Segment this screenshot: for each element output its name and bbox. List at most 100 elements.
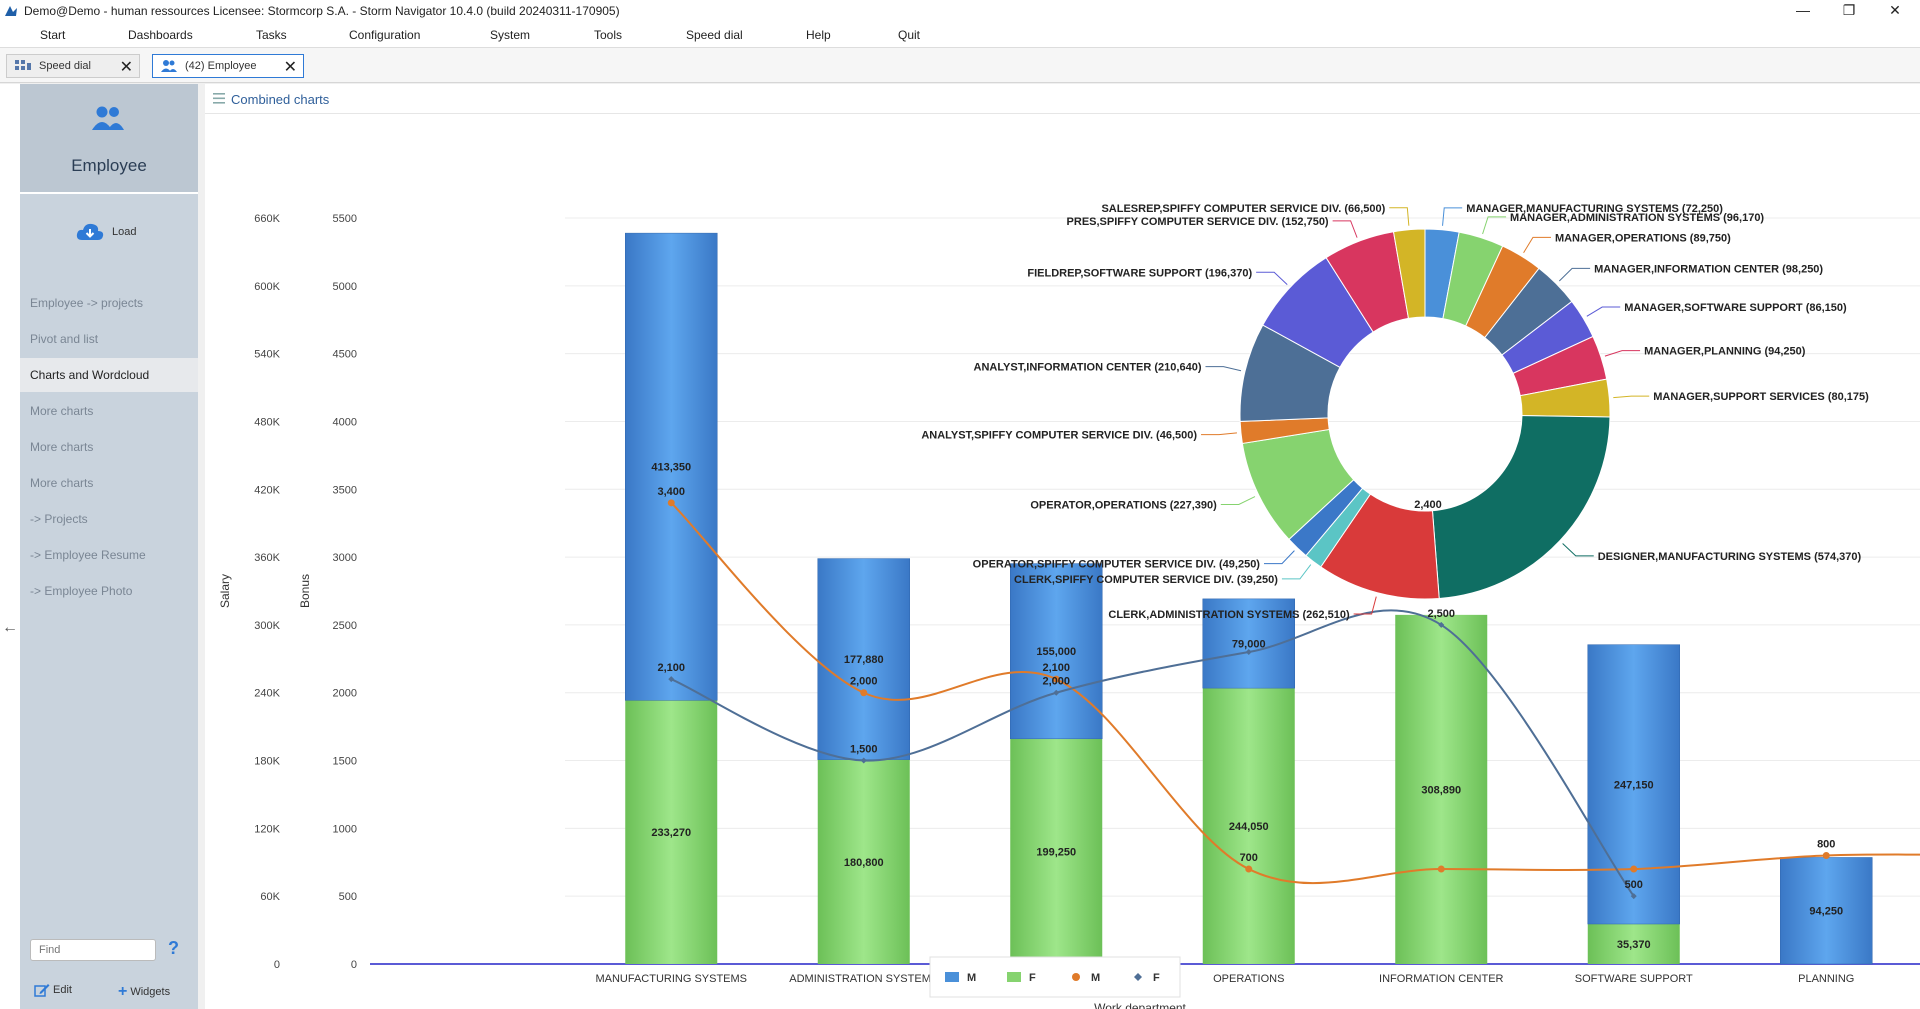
tab-employee[interactable]: (42) Employee ✕	[152, 54, 304, 78]
minimize-button[interactable]: —	[1796, 2, 1810, 18]
bar-f-label: 180,800	[844, 857, 884, 869]
donut-slice-label: OPERATOR,SPIFFY COMPUTER SERVICE DIV. (4…	[973, 559, 1261, 571]
donut-slice-label: MANAGER,SOFTWARE SUPPORT (86,150)	[1624, 302, 1847, 314]
salary-tick-label: 60K	[260, 891, 280, 903]
maximize-button[interactable]: ❐	[1842, 2, 1856, 18]
menu-start[interactable]: Start	[40, 28, 66, 42]
sidebar-item-more-charts-1[interactable]: More charts	[30, 404, 94, 418]
combined-chart: 0 60K 120K 180K 240K 300K 360K 420K 480K 540K 600K…	[218, 203, 1920, 1009]
edit-icon	[34, 984, 50, 997]
legend-swatch	[1072, 973, 1080, 981]
sidebar-item-charts-wordcloud[interactable]: Charts and Wordcloud	[20, 358, 198, 392]
sidebar-item-employee-resume[interactable]: -> Employee Resume	[30, 548, 146, 562]
donut-leader-line	[1586, 306, 1621, 317]
legend-swatch	[945, 972, 959, 982]
x-tick-label: ADMINISTRATION SYSTEMS	[789, 973, 938, 985]
bonus-m-point	[667, 499, 675, 507]
bonus-tick-label: 5500	[333, 213, 357, 225]
donut-leader-line	[1482, 216, 1507, 235]
x-tick-label: PLANNING	[1798, 973, 1854, 985]
menu-help[interactable]: Help	[806, 28, 831, 42]
back-arrow-icon[interactable]: ←	[2, 619, 18, 636]
donut-slice-label: ANALYST,SPIFFY COMPUTER SERVICE DIV. (46…	[921, 430, 1197, 442]
x-tick-label: INFORMATION CENTER	[1379, 973, 1504, 985]
bonus-tick-label: 5000	[333, 281, 357, 293]
sidebar-item-more-charts-2[interactable]: More charts	[30, 440, 94, 454]
close-tab-icon[interactable]: ✕	[283, 59, 297, 76]
donut-leader-line	[1205, 366, 1242, 372]
donut-leader-line	[1263, 550, 1295, 565]
sidebar: Employee Load Employee -> projects Pivot…	[20, 84, 198, 1009]
bonus-point-label: 2,100	[657, 662, 685, 674]
close-window-button[interactable]: ✕	[1889, 2, 1901, 18]
menu-tools[interactable]: Tools	[594, 28, 623, 42]
bar-f	[1395, 614, 1488, 964]
donut-leader-line	[1281, 564, 1312, 580]
bar-f	[1587, 924, 1680, 964]
menu-system[interactable]: System	[490, 28, 531, 42]
legend-swatch	[1134, 973, 1142, 981]
salary-tick-label: 540K	[254, 349, 280, 361]
sidebar-item-employee-photo[interactable]: -> Employee Photo	[30, 584, 133, 598]
sidebar-header: Employee	[20, 84, 198, 194]
bonus-f-line	[670, 609, 1635, 897]
donut-slice-label: MANAGER,INFORMATION CENTER (98,250)	[1594, 263, 1823, 275]
salary-axis-label: Salary	[218, 574, 232, 608]
bonus-tick-label: 1000	[333, 823, 357, 835]
menu-quit[interactable]: Quit	[898, 28, 921, 42]
bar-f	[1010, 738, 1103, 964]
x-tick-label: MANUFACTURING SYSTEMS	[595, 973, 747, 985]
salary-tick-label: 180K	[254, 756, 280, 768]
sidebar-item-employee-projects[interactable]: Employee -> projects	[30, 296, 144, 310]
close-tab-icon[interactable]: ✕	[119, 59, 133, 76]
bonus-tick-label: 3000	[333, 552, 357, 564]
donut-slice-label: MANAGER,SUPPORT SERVICES (80,175)	[1653, 391, 1869, 403]
bar-m	[1587, 644, 1680, 925]
load-button[interactable]: Load	[76, 222, 136, 242]
edit-button[interactable]: Edit	[34, 983, 72, 997]
salary-tick-label: 480K	[254, 416, 280, 428]
menu-speed-dial[interactable]: Speed dial	[686, 28, 743, 42]
bonus-tick-label: 4500	[333, 349, 357, 361]
bonus-point-label: 500	[1625, 879, 1643, 891]
collapse-strip: ←	[0, 84, 20, 1009]
bonus-point-label: 2,000	[850, 676, 878, 688]
tab-speed-dial[interactable]: Speed dial ✕	[6, 54, 140, 78]
menu-dashboards[interactable]: Dashboards	[128, 28, 193, 42]
widgets-button[interactable]: + Widgets	[118, 983, 170, 1001]
bonus-m-point	[1630, 865, 1638, 873]
salary-tick-label: 120K	[254, 823, 280, 835]
bonus-point-label: 700	[1240, 852, 1258, 864]
donut-center-label: 2,400	[1414, 499, 1442, 511]
bonus-f-point	[668, 676, 675, 683]
menu-tasks[interactable]: Tasks	[256, 28, 287, 42]
sidebar-item-projects[interactable]: -> Projects	[30, 512, 88, 526]
salary-tick-label: 360K	[254, 552, 280, 564]
hamburger-menu-icon[interactable]	[213, 93, 225, 104]
bonus-f-point	[1053, 689, 1060, 696]
donut-slice-label: MANAGER,ADMINISTRATION SYSTEMS (96,170)	[1510, 212, 1764, 224]
bonus-axis-label: Bonus	[298, 574, 312, 608]
bar-f	[1202, 688, 1295, 964]
donut-leader-line	[1442, 207, 1463, 226]
donut-slice	[1431, 415, 1611, 599]
donut-leader-line	[1389, 207, 1410, 226]
help-icon[interactable]: ?	[168, 938, 179, 958]
bar-f-label: 199,250	[1036, 846, 1076, 858]
find-input[interactable]	[30, 939, 156, 961]
bar-m	[625, 232, 718, 701]
bonus-point-label: 3,400	[657, 486, 685, 498]
window-title: Demo@Demo - human ressources Licensee: S…	[24, 4, 620, 18]
bonus-f-point	[860, 757, 867, 764]
menu-configuration[interactable]: Configuration	[349, 28, 421, 42]
users-icon	[161, 60, 177, 72]
bonus-tick-label: 2000	[333, 688, 357, 700]
salary-tick-label: 0	[274, 959, 280, 971]
bar-f	[625, 700, 718, 964]
bar-m-label: 177,880	[844, 654, 884, 666]
bonus-f-point	[1438, 621, 1445, 628]
sidebar-item-pivot-list[interactable]: Pivot and list	[30, 332, 99, 346]
sidebar-item-more-charts-3[interactable]: More charts	[30, 476, 94, 490]
donut-slice-label: OPERATOR,OPERATIONS (227,390)	[1030, 499, 1217, 511]
bonus-m-point	[860, 689, 868, 697]
